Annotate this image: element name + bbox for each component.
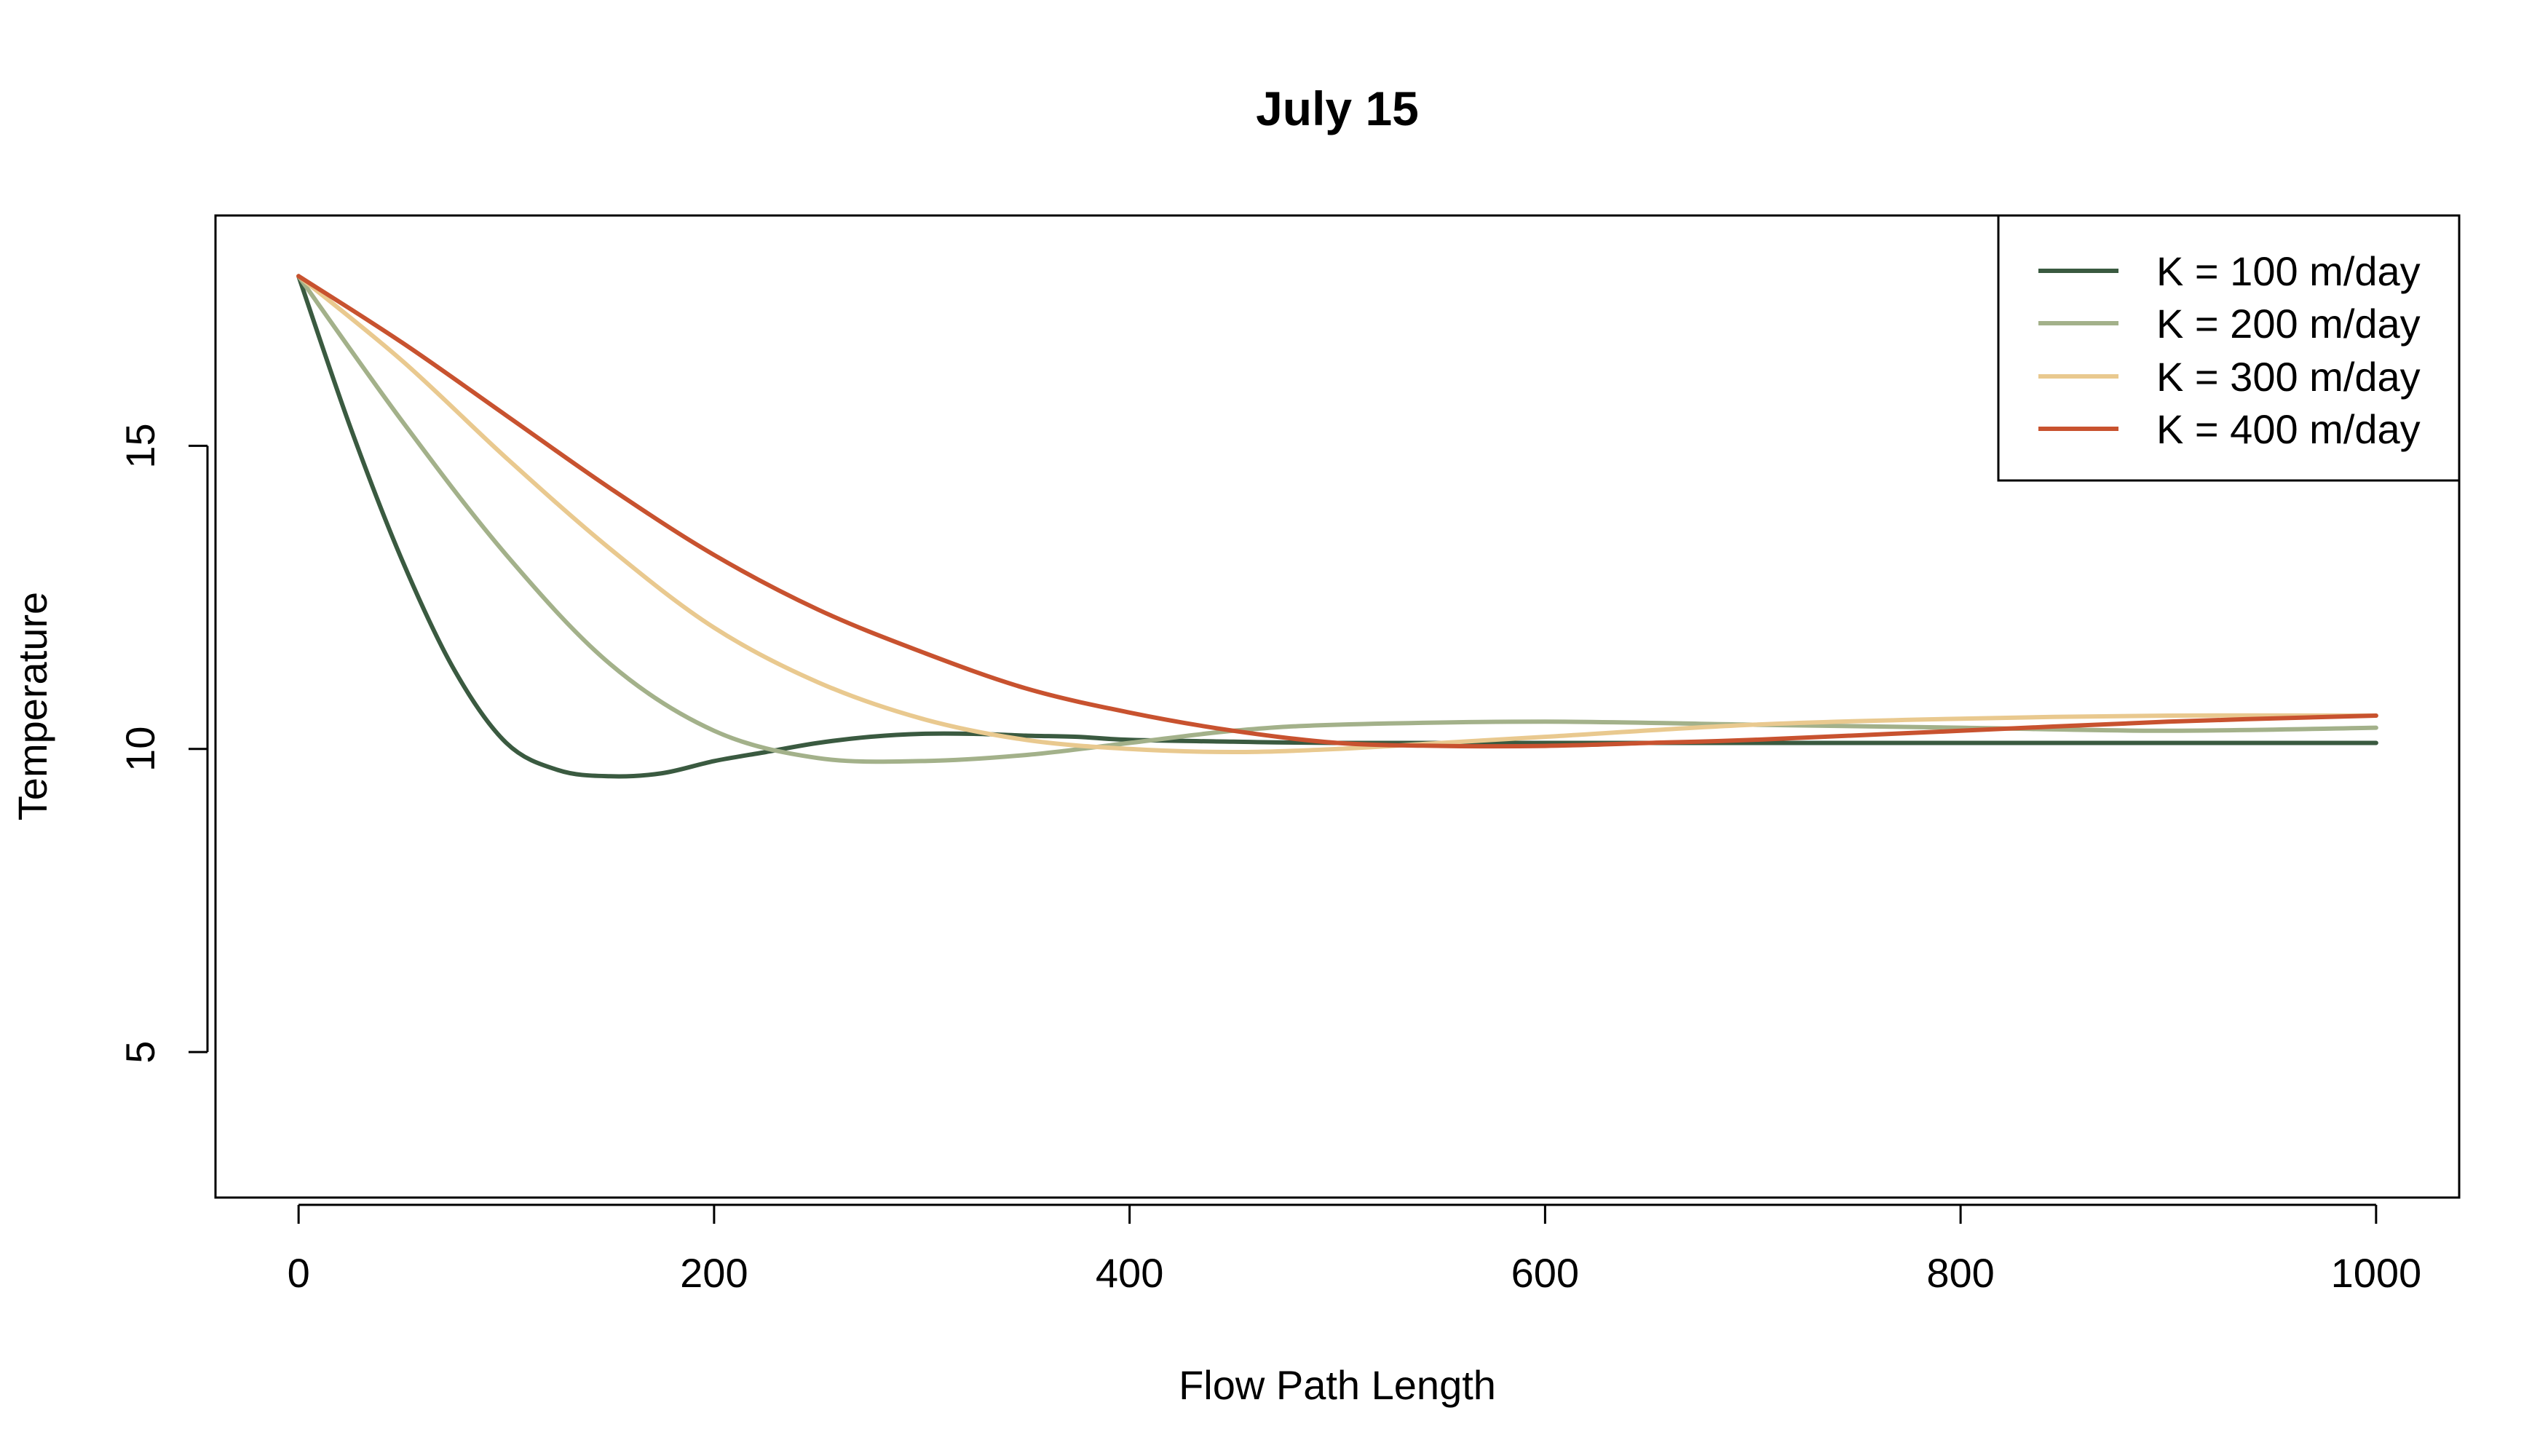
x-tick-label: 1000 (2331, 1250, 2422, 1296)
x-tick-label: 0 (288, 1250, 310, 1296)
series-line-k400 (296, 274, 2378, 749)
legend-item: K = 200 m/day (2038, 301, 2421, 347)
chart-title: July 15 (1256, 82, 1419, 135)
plot-frame (214, 214, 2461, 1199)
legend-item: K = 300 m/day (2038, 354, 2421, 400)
y-tick-label: 10 (117, 727, 163, 772)
x-axis-label: Flow Path Length (1179, 1362, 1496, 1408)
y-axis-label: Temperature (9, 592, 55, 820)
x-tick-label: 400 (1096, 1250, 1163, 1296)
legend-label-k200: K = 200 m/day (2156, 301, 2421, 347)
series-line-k200 (296, 274, 2378, 764)
series-layer (296, 274, 2378, 779)
legend: K = 100 m/day K = 200 m/day K = 300 m/da… (1997, 214, 2461, 482)
y-tick-label: 15 (117, 423, 163, 468)
y-tick-label: 5 (117, 1041, 163, 1064)
legend-item: K = 400 m/day (2038, 406, 2421, 452)
series-line-k100 (296, 274, 2378, 779)
legend-label-k400: K = 400 m/day (2156, 406, 2421, 452)
legend-label-k300: K = 300 m/day (2156, 354, 2421, 400)
series-line-k300 (296, 274, 2378, 754)
legend-item: K = 100 m/day (2038, 248, 2421, 294)
y-axis: 5 10 15 (117, 423, 209, 1064)
legend-box (1997, 214, 2461, 482)
legend-label-k100: K = 100 m/day (2156, 248, 2421, 294)
x-tick-label: 600 (1511, 1250, 1579, 1296)
x-tick-label: 800 (1926, 1250, 1994, 1296)
x-axis: 0 200 400 600 800 1000 (288, 1203, 2422, 1296)
x-tick-label: 200 (680, 1250, 748, 1296)
